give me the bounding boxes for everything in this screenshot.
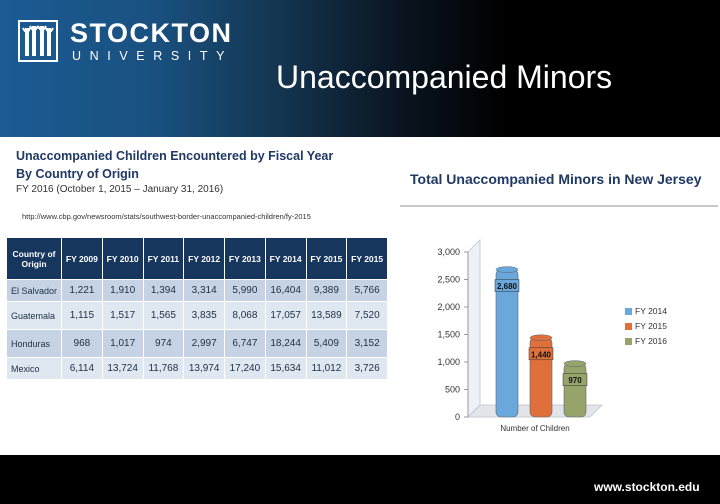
table-cell: 974 bbox=[142, 329, 185, 358]
table-cell: 1,221 bbox=[61, 279, 103, 302]
stockton-tree-logo-icon bbox=[18, 20, 58, 62]
y-tick-label: 2,000 bbox=[437, 302, 460, 312]
column-header: FY 2013 bbox=[224, 237, 266, 280]
table-cell: 3,835 bbox=[183, 301, 225, 330]
y-tick-label: 1,000 bbox=[437, 357, 460, 367]
table-cell: 13,589 bbox=[305, 301, 348, 330]
x-axis-label: Number of Children bbox=[500, 424, 569, 433]
bar-top bbox=[495, 266, 519, 273]
table-cell: 13,724 bbox=[101, 357, 144, 380]
data-label-box bbox=[562, 373, 588, 386]
slide-content: Unaccompanied Children Encountered by Fi… bbox=[0, 137, 720, 455]
table-heading: Unaccompanied Children Encountered by Fi… bbox=[16, 149, 334, 163]
nj-minors-bar-chart: 0 500 1,000 1,500 2,000 2,500 3,000 2,680 1,440 9… bbox=[437, 238, 667, 433]
table-cell: 3,726 bbox=[346, 357, 388, 380]
legend-swatch bbox=[625, 338, 632, 345]
footer-url[interactable]: www.stockton.edu bbox=[594, 480, 700, 494]
table-cell: 2,997 bbox=[183, 329, 225, 358]
table-row: Mexico 6,114 13,724 11,768 13,974 17,240… bbox=[6, 357, 388, 380]
chart-divider bbox=[400, 205, 718, 207]
table-cell: 16,404 bbox=[264, 279, 307, 302]
legend-entry: FY 2015 bbox=[635, 321, 667, 331]
data-label: 1,440 bbox=[531, 350, 552, 359]
table-cell: 7,520 bbox=[346, 301, 388, 330]
column-header: FY 2015 bbox=[305, 237, 348, 280]
row-country: El Salvador bbox=[6, 279, 62, 302]
table-cell: 5,990 bbox=[224, 279, 266, 302]
table-cell: 1,394 bbox=[142, 279, 185, 302]
bar-top bbox=[563, 360, 587, 367]
table-row: Honduras 968 1,017 974 2,997 6,747 18,24… bbox=[6, 329, 388, 358]
table-cell: 15,634 bbox=[264, 357, 307, 380]
y-tick-label: 500 bbox=[445, 385, 460, 395]
legend-entry: FY 2014 bbox=[635, 306, 667, 316]
table-cell: 8,068 bbox=[224, 301, 266, 330]
children-by-country-table: Country of Origin FY 2009 FY 2010 FY 201… bbox=[6, 237, 388, 380]
table-cell: 18,244 bbox=[264, 329, 307, 358]
table-row: El Salvador 1,221 1,910 1,394 3,314 5,99… bbox=[6, 279, 388, 302]
table-cell: 1,910 bbox=[101, 279, 144, 302]
source-link[interactable]: http://www.cbp.gov/newsroom/stats/southw… bbox=[22, 212, 311, 221]
bar-top bbox=[529, 334, 553, 342]
y-tick-label: 0 bbox=[455, 412, 460, 422]
column-header: FY 2011 bbox=[142, 237, 185, 280]
row-country: Mexico bbox=[6, 357, 62, 380]
column-header: FY 2014 bbox=[264, 237, 307, 280]
table-cell: 5,766 bbox=[346, 279, 388, 302]
column-header: FY 2010 bbox=[101, 237, 144, 280]
column-header: FY 2012 bbox=[183, 237, 225, 280]
column-header: FY 2015 bbox=[346, 237, 388, 280]
table-cell: 3,314 bbox=[183, 279, 225, 302]
legend-entry: FY 2016 bbox=[635, 336, 667, 346]
table-cell: 11,768 bbox=[142, 357, 185, 380]
logo-subtitle: UNIVERSITY bbox=[72, 49, 234, 63]
column-header: FY 2009 bbox=[61, 237, 103, 280]
chart-side-wall bbox=[467, 238, 481, 419]
logo-wordmark: STOCKTON bbox=[70, 18, 233, 48]
table-cell: 9,389 bbox=[305, 279, 348, 302]
table-cell: 13,974 bbox=[183, 357, 225, 380]
row-country: Guatemala bbox=[6, 301, 62, 330]
bar-fy-2016 bbox=[563, 363, 587, 418]
table-header-row: Country of Origin FY 2009 FY 2010 FY 201… bbox=[6, 237, 388, 280]
table-cell: 11,012 bbox=[305, 357, 348, 380]
data-label-box bbox=[494, 279, 520, 292]
y-tick-label: 2,500 bbox=[437, 275, 460, 285]
chart-title: Total Unaccompanied Minors in New Jersey bbox=[410, 171, 702, 187]
table-cell: 17,240 bbox=[224, 357, 266, 380]
table-subheading: By Country of Origin bbox=[16, 167, 139, 181]
data-label: 2,680 bbox=[497, 282, 518, 291]
column-header-country: Country of Origin bbox=[6, 237, 62, 280]
slide-header: STOCKTON UNIVERSITY Unaccompanied Minors bbox=[0, 0, 720, 137]
table-cell: 6,114 bbox=[61, 357, 103, 380]
y-tick-label: 3,000 bbox=[437, 247, 460, 257]
legend-swatch bbox=[625, 308, 632, 315]
table-cell: 5,409 bbox=[305, 329, 348, 358]
table-cell: 1,115 bbox=[61, 301, 103, 330]
table-cell: 1,517 bbox=[101, 301, 144, 330]
table-cell: 1,017 bbox=[101, 329, 144, 358]
row-country: Honduras bbox=[6, 329, 62, 358]
table-cell: 1,565 bbox=[142, 301, 185, 330]
table-cell: 3,152 bbox=[346, 329, 388, 358]
table-cell: 6,747 bbox=[224, 329, 266, 358]
y-tick-label: 1,500 bbox=[437, 330, 460, 340]
data-label-box bbox=[528, 347, 554, 361]
table-period: FY 2016 (October 1, 2015 – January 31, 2… bbox=[16, 184, 224, 195]
data-label: 970 bbox=[568, 376, 582, 385]
table-row: Guatemala 1,115 1,517 1,565 3,835 8,068 … bbox=[6, 301, 388, 330]
table-cell: 17,057 bbox=[264, 301, 307, 330]
slide-title: Unaccompanied Minors bbox=[276, 59, 613, 95]
table-cell: 968 bbox=[61, 329, 103, 358]
legend-swatch bbox=[625, 323, 632, 330]
